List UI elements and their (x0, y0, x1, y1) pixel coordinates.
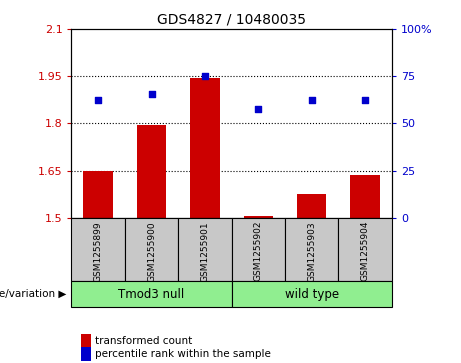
Point (148, 91, 155, 97)
Text: Tmod3 null: Tmod3 null (118, 287, 185, 301)
Text: wild type: wild type (285, 287, 339, 301)
Bar (71, 281, 231, 307)
Bar (125, 218, 178, 281)
Point (308, 97, 315, 103)
Text: GSM1255899: GSM1255899 (94, 221, 103, 282)
Point (254, 106, 262, 112)
Point (95, 97, 102, 103)
Text: transformed count: transformed count (95, 336, 193, 346)
Bar (71, 218, 125, 281)
Text: GSM1255901: GSM1255901 (201, 221, 209, 282)
Text: GSM1255903: GSM1255903 (307, 221, 316, 282)
Text: GSM1255902: GSM1255902 (254, 221, 263, 281)
Bar (231, 281, 392, 307)
Title: GDS4827 / 10480035: GDS4827 / 10480035 (157, 12, 306, 26)
Bar (350, 175, 380, 218)
Bar (297, 194, 326, 218)
Text: genotype/variation ▶: genotype/variation ▶ (0, 289, 67, 299)
Bar (83, 171, 113, 218)
Point (361, 97, 369, 103)
Bar (137, 125, 166, 218)
Text: GSM1255900: GSM1255900 (147, 221, 156, 282)
Text: GSM1255904: GSM1255904 (361, 221, 370, 281)
Bar (285, 218, 338, 281)
Bar (178, 218, 231, 281)
Bar (190, 78, 219, 218)
Bar (338, 218, 392, 281)
Bar (244, 216, 273, 218)
Bar (231, 218, 285, 281)
Point (201, 73, 209, 79)
Text: percentile rank within the sample: percentile rank within the sample (95, 349, 272, 359)
